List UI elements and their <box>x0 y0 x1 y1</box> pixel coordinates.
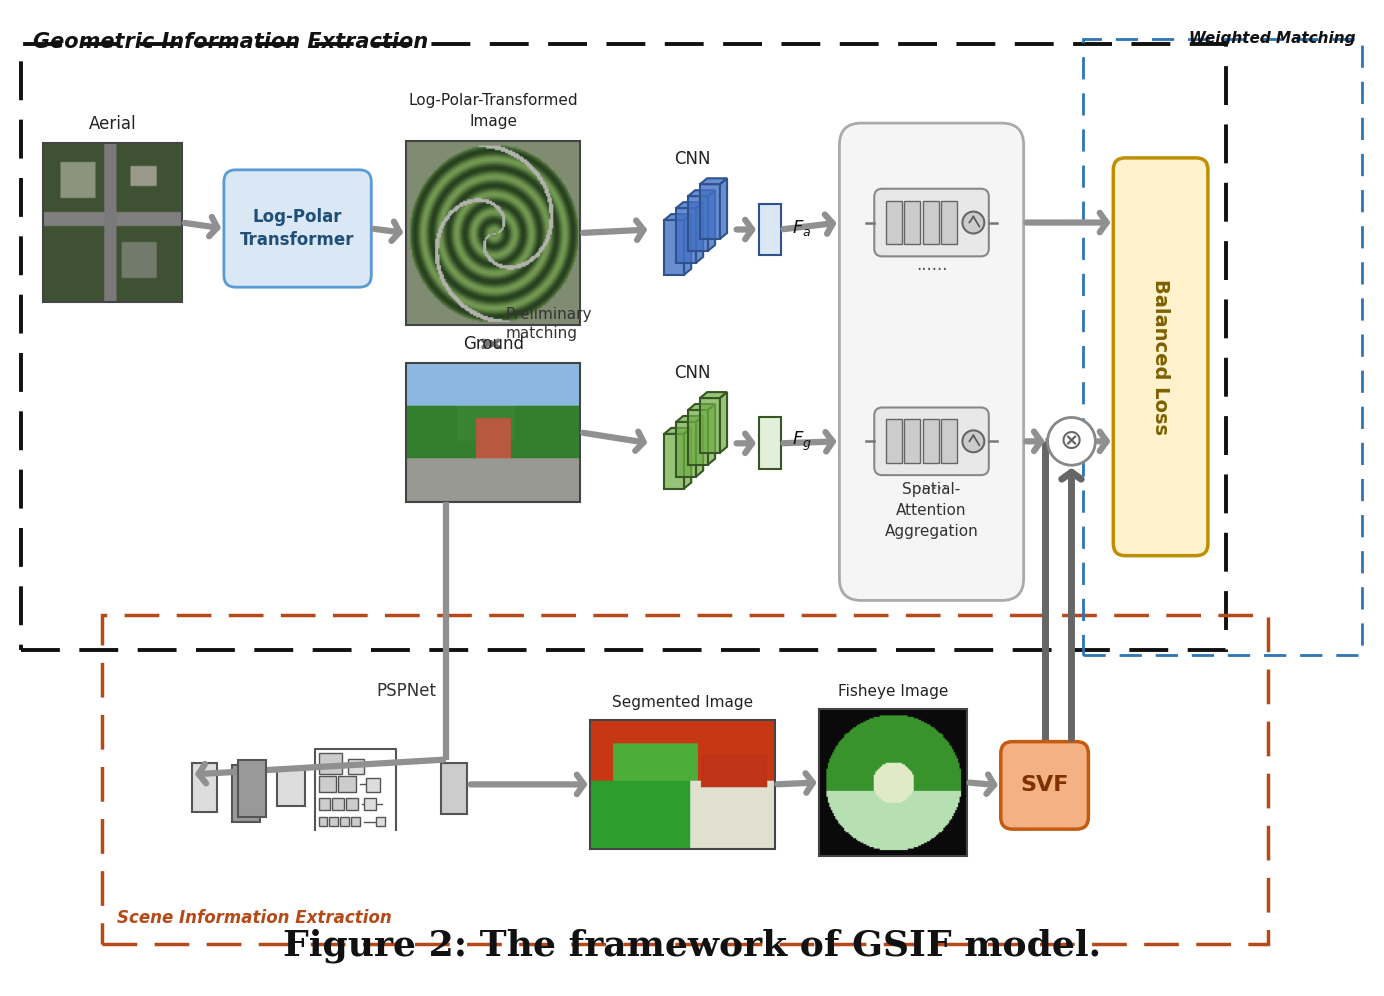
Bar <box>700 184 720 239</box>
Bar <box>346 799 358 811</box>
Bar <box>318 817 328 826</box>
Bar <box>664 434 684 489</box>
Polygon shape <box>675 416 703 422</box>
Bar <box>758 203 781 255</box>
Polygon shape <box>688 190 716 196</box>
Text: Figure 2: The framework of GSIF model.: Figure 2: The framework of GSIF model. <box>282 929 1102 963</box>
Text: SVF: SVF <box>1020 776 1068 796</box>
Bar <box>332 799 345 811</box>
Bar <box>318 753 342 775</box>
Bar <box>700 398 720 453</box>
Bar <box>904 419 920 463</box>
Bar <box>819 709 967 856</box>
Polygon shape <box>688 404 716 410</box>
Polygon shape <box>700 392 727 398</box>
Text: Geometric Information Extraction: Geometric Information Extraction <box>33 32 428 52</box>
Bar <box>102 616 1268 943</box>
Text: PSPNet: PSPNet <box>376 682 436 700</box>
Text: Weighted Matching: Weighted Matching <box>1189 31 1355 46</box>
Text: Aerial: Aerial <box>89 116 136 133</box>
Text: CNN: CNN <box>674 364 710 381</box>
Text: Transformer: Transformer <box>241 231 354 249</box>
Text: CNN: CNN <box>674 149 710 168</box>
Bar <box>192 763 217 812</box>
Text: Segmented Image: Segmented Image <box>612 695 753 710</box>
Polygon shape <box>684 428 691 489</box>
Text: Scene Information Extraction: Scene Information Extraction <box>118 908 392 926</box>
FancyBboxPatch shape <box>224 170 371 287</box>
Bar <box>339 777 356 793</box>
Polygon shape <box>720 392 727 453</box>
Polygon shape <box>664 214 691 220</box>
Bar <box>43 143 183 302</box>
Bar <box>364 799 376 811</box>
Bar <box>277 769 304 807</box>
Polygon shape <box>709 190 716 251</box>
FancyBboxPatch shape <box>840 124 1024 601</box>
Bar <box>886 200 901 244</box>
Bar <box>367 779 381 793</box>
Bar <box>376 817 385 826</box>
Polygon shape <box>664 428 691 434</box>
Bar <box>318 777 336 793</box>
Polygon shape <box>720 178 727 239</box>
Text: Spatial-
Attention
Aggregation: Spatial- Attention Aggregation <box>884 482 978 540</box>
Text: Log-Polar-Transformed
Image: Log-Polar-Transformed Image <box>408 93 579 129</box>
Polygon shape <box>700 178 727 184</box>
Bar <box>406 363 580 502</box>
Bar <box>238 760 266 817</box>
Bar <box>688 196 709 251</box>
Bar <box>340 817 349 826</box>
Bar <box>758 417 781 469</box>
Polygon shape <box>696 416 703 477</box>
Text: Ground: Ground <box>462 335 523 353</box>
Bar <box>1084 39 1362 655</box>
Bar <box>941 200 958 244</box>
Text: ......: ...... <box>916 475 947 493</box>
Text: $F_a$: $F_a$ <box>792 217 811 237</box>
Bar <box>352 817 360 826</box>
Bar <box>233 765 260 822</box>
Bar <box>923 419 938 463</box>
Circle shape <box>962 430 984 452</box>
Bar <box>349 759 364 775</box>
Text: Log-Polar: Log-Polar <box>253 207 342 225</box>
Polygon shape <box>675 202 703 208</box>
FancyBboxPatch shape <box>1113 158 1208 556</box>
Circle shape <box>962 211 984 233</box>
Bar <box>688 410 709 465</box>
Bar <box>329 817 339 826</box>
Text: ⊗: ⊗ <box>1060 427 1084 455</box>
Bar <box>886 419 901 463</box>
Bar <box>441 763 466 814</box>
Text: ......: ...... <box>916 256 947 274</box>
Bar <box>664 220 684 275</box>
Bar <box>675 208 696 263</box>
Bar <box>406 141 580 325</box>
Bar <box>591 720 775 849</box>
Bar <box>21 44 1226 650</box>
Polygon shape <box>684 214 691 275</box>
Bar <box>923 200 938 244</box>
FancyBboxPatch shape <box>875 188 988 256</box>
Text: Fisheye Image: Fisheye Image <box>837 684 948 699</box>
Text: Preliminary
matching: Preliminary matching <box>505 307 592 342</box>
Bar <box>675 422 696 477</box>
Polygon shape <box>696 202 703 263</box>
Bar <box>941 419 958 463</box>
Text: Balanced Loss: Balanced Loss <box>1151 279 1169 435</box>
Bar <box>904 200 920 244</box>
Polygon shape <box>709 404 716 465</box>
FancyBboxPatch shape <box>875 407 988 475</box>
Text: $F_g$: $F_g$ <box>792 429 811 453</box>
Circle shape <box>1048 417 1095 465</box>
Bar <box>318 799 331 811</box>
FancyBboxPatch shape <box>1001 742 1088 829</box>
